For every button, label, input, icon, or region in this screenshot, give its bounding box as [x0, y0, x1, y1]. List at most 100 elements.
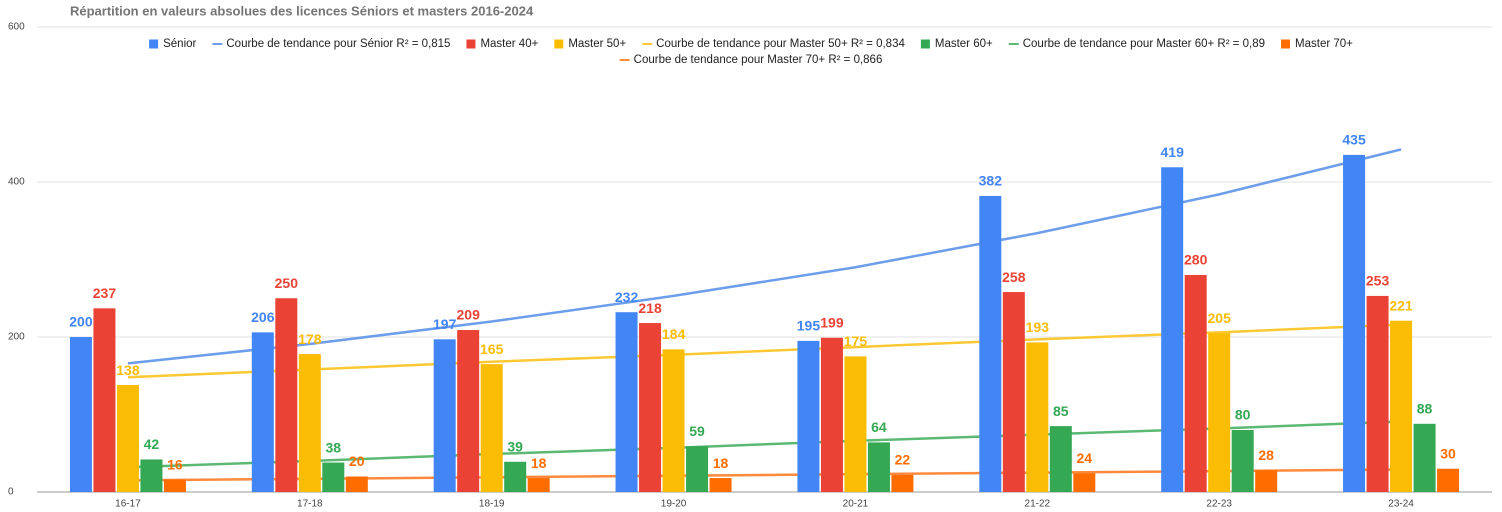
bar: [116, 385, 139, 492]
data-label: 30: [1440, 445, 1456, 461]
data-label: 280: [1184, 252, 1208, 268]
bar: [251, 332, 274, 492]
x-tick-label: 21-22: [1025, 499, 1051, 510]
legend-item: Master 40+: [466, 38, 539, 50]
y-tick-label: 400: [8, 177, 25, 188]
legend-item: Courbe de tendance pour Master 70+ R² = …: [619, 54, 883, 66]
bar: [1390, 320, 1413, 492]
data-label: 199: [820, 314, 844, 330]
x-tick-label: 16-17: [115, 499, 141, 510]
data-label: 197: [433, 316, 457, 332]
bar: [891, 474, 914, 492]
bar: [662, 349, 685, 492]
bar: [69, 337, 92, 492]
bar: [93, 308, 116, 492]
legend-label: Master 50+: [568, 38, 626, 50]
bar: [1231, 430, 1254, 492]
data-label: 232: [615, 289, 639, 305]
data-label: 28: [1258, 447, 1274, 463]
legend-label: Courbe de tendance pour Master 50+ R² = …: [656, 38, 905, 50]
data-label: 206: [251, 309, 275, 325]
legend-swatch: [1281, 39, 1291, 49]
bar: [797, 340, 820, 492]
legend-swatch: [920, 39, 930, 49]
x-tick-label: 17-18: [297, 499, 323, 510]
legend-swatch: [466, 39, 476, 49]
trend-line: [127, 148, 1402, 365]
legend-label: Courbe de tendance pour Master 60+ R² = …: [1023, 38, 1265, 50]
legend-label: Sénior: [163, 38, 196, 50]
bar: [140, 459, 163, 492]
data-label: 258: [1002, 269, 1026, 285]
bar: [1161, 167, 1184, 492]
x-tick-label: 19-20: [661, 499, 687, 510]
data-label: 38: [326, 439, 342, 455]
data-label: 39: [507, 438, 523, 454]
bar: [275, 298, 298, 492]
bar: [639, 323, 662, 492]
y-tick-label: 0: [8, 487, 14, 498]
data-label: 88: [1417, 401, 1433, 417]
chart-title: Répartition en valeurs absolues des lice…: [70, 3, 534, 18]
x-tick-label: 20-21: [843, 499, 869, 510]
data-label: 382: [979, 173, 1003, 189]
legend-item: Master 50+: [554, 38, 626, 50]
legend-label: Master 60+: [935, 38, 993, 50]
y-tick-label: 200: [8, 332, 25, 343]
bar: [1049, 426, 1072, 492]
data-label: 193: [1026, 319, 1050, 335]
data-label: 419: [1161, 144, 1185, 160]
legend-item: Sénior: [149, 38, 197, 50]
data-label: 24: [1077, 450, 1093, 466]
legend-item: Courbe de tendance pour Sénior R² = 0,81…: [212, 38, 450, 50]
data-label: 20: [349, 453, 365, 469]
data-label: 205: [1208, 310, 1232, 326]
bar: [345, 476, 368, 492]
legend-item: Courbe de tendance pour Master 60+ R² = …: [1008, 38, 1265, 50]
bar: [504, 461, 527, 492]
data-label: 184: [662, 326, 686, 342]
bar: [820, 337, 843, 492]
legend-label: Master 40+: [480, 38, 538, 50]
bar: [709, 478, 732, 492]
legend-swatch: [149, 39, 159, 49]
bar: [844, 356, 867, 492]
bar: [1343, 154, 1366, 492]
bar: [480, 364, 503, 492]
data-label: 22: [895, 452, 911, 468]
data-label: 178: [298, 331, 322, 347]
legend-label: Master 70+: [1295, 38, 1353, 50]
data-label: 218: [638, 300, 662, 316]
bar: [457, 330, 480, 492]
bar: [979, 195, 1002, 492]
data-label: 175: [844, 333, 868, 349]
bar: [298, 354, 321, 492]
x-tick-label: 18-19: [479, 499, 505, 510]
legend-item: Master 70+: [1281, 38, 1353, 50]
data-label: 64: [871, 419, 887, 435]
legend-item: Master 60+: [920, 38, 993, 50]
bar: [433, 339, 456, 492]
bar: [1073, 473, 1096, 492]
data-label: 18: [713, 455, 729, 471]
data-label: 80: [1235, 407, 1251, 423]
data-label: 42: [144, 436, 160, 452]
data-label: 16: [167, 456, 183, 472]
x-tick-label: 23-24: [1388, 499, 1414, 510]
data-label: 59: [689, 423, 705, 439]
data-label: 200: [69, 314, 93, 330]
bar: [1208, 333, 1231, 492]
data-label: 138: [116, 362, 140, 378]
data-label: 221: [1389, 297, 1413, 313]
data-label: 209: [457, 307, 481, 323]
bar: [1437, 468, 1460, 492]
legend-swatch: [554, 39, 564, 49]
legend-label: Courbe de tendance pour Master 70+ R² = …: [634, 54, 883, 66]
data-label: 195: [797, 318, 821, 334]
bar: [615, 312, 638, 492]
bar: [867, 442, 890, 492]
bar: [1184, 275, 1207, 492]
bar: [322, 462, 345, 492]
bar: [1366, 295, 1389, 492]
